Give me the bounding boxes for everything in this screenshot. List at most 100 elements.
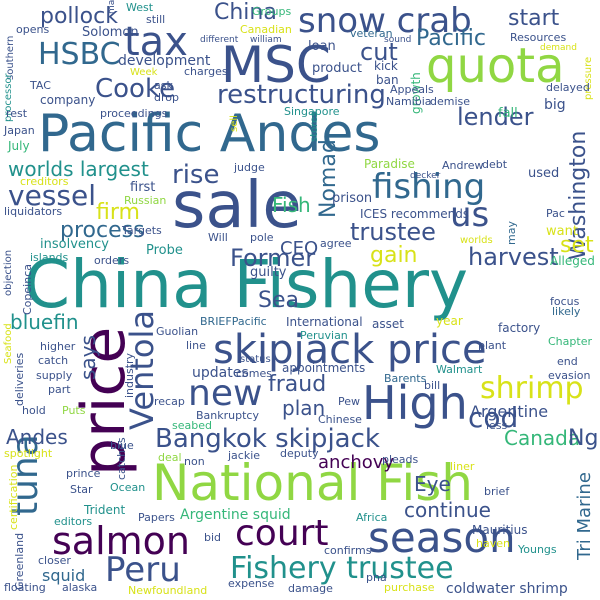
word-chinese: Chinese <box>318 413 362 426</box>
word-probe: Probe <box>146 243 183 258</box>
word-big: big <box>544 97 566 113</box>
word-drop: drop <box>154 91 179 104</box>
word-us: us <box>450 195 490 235</box>
word-recap: recap <box>154 395 185 408</box>
word-worlds: worlds <box>460 235 493 246</box>
word-agree: agree <box>320 237 352 250</box>
word-peru: Peru <box>105 550 181 590</box>
word-salmon: salmon <box>52 519 190 563</box>
word-orders: orders <box>94 254 130 267</box>
word-stores: stores <box>309 111 320 142</box>
word-trident: Trident <box>84 503 126 517</box>
word-bankruptcy: Bankruptcy <box>196 409 259 422</box>
word-bangkok-skipjack: Bangkok skipjack <box>155 424 380 454</box>
word-appeals: Appeals <box>390 83 434 96</box>
word-fishing: fishing <box>372 167 486 207</box>
word-quota: quota <box>426 38 565 94</box>
word-seabed: seabed <box>172 419 212 432</box>
word-sound: sound <box>384 35 412 45</box>
word-plant: plant <box>478 339 507 352</box>
word-sale: sale <box>172 169 302 243</box>
word-demise: demise <box>430 95 471 108</box>
word-product: product <box>312 61 363 76</box>
word-ng: Ng <box>568 426 599 451</box>
word-may: may <box>505 221 518 245</box>
word-decker: decker <box>410 171 441 181</box>
word-sell: sell <box>229 115 240 132</box>
word-objection: objection <box>3 249 14 296</box>
word-new: new <box>188 373 263 414</box>
word-week: Week <box>130 67 158 78</box>
word-confirms: confirms <box>324 544 372 557</box>
word-deputy: deputy <box>280 447 319 460</box>
word-namibia: Namibia <box>386 95 432 108</box>
word-veteran: veteran <box>350 27 393 40</box>
word-debt: debt <box>482 158 508 171</box>
word-targets: Targets <box>122 224 162 237</box>
word-spotlight: spotlight <box>4 447 53 460</box>
word-status: status <box>240 354 271 365</box>
word-deal: deal <box>158 451 182 464</box>
word-andrew: Andrew <box>442 159 484 172</box>
word-supply: supply <box>36 369 73 382</box>
word-ma: ma <box>107 0 117 14</box>
word-liner: liner <box>450 460 475 473</box>
word-opens: opens <box>16 23 50 36</box>
word-line: line <box>186 339 206 352</box>
word-west: West <box>126 1 154 14</box>
word-charges: charges <box>184 65 228 78</box>
word-catch: catch <box>38 354 69 367</box>
word-creditors: creditors <box>20 175 69 188</box>
word-proceedings: proceedings <box>100 107 168 120</box>
word-pole: pole <box>250 231 274 244</box>
word-squid: squid <box>42 566 86 585</box>
word-comes: comes <box>236 367 272 380</box>
word-msc: MSC <box>221 36 331 94</box>
word-pac: Pac <box>546 207 565 220</box>
word-argentine-squid: Argentine squid <box>180 507 291 523</box>
word-pleads: pleads <box>382 453 419 466</box>
word-papers: Papers <box>138 511 175 524</box>
word-tri-marine: Tri Marine <box>574 472 595 560</box>
word-peruvian: Peruvian <box>300 329 348 342</box>
word-development: development <box>118 53 211 69</box>
word-japan: Japan <box>4 124 35 137</box>
word-barents: Barents <box>384 372 427 385</box>
word-chapter: Chapter <box>548 335 592 348</box>
word-fishery-trustee: Fishery trustee <box>230 551 454 586</box>
word-says: says <box>76 335 100 380</box>
word-first: first <box>130 180 156 195</box>
word-ban: ban <box>376 73 399 87</box>
word-ask: ask <box>154 79 173 92</box>
word-worlds-largest: worlds largest <box>8 157 149 181</box>
word-briefpacific: BRIEFPacific <box>200 315 267 328</box>
word-newfoundland: Newfoundland <box>128 584 208 597</box>
word-china-fishery: China Fishery <box>24 246 469 323</box>
word-judge: judge <box>234 161 265 174</box>
word-closer: closer <box>38 554 71 567</box>
word-jackie: jackie <box>228 449 261 462</box>
word-andes: Andes <box>6 425 68 449</box>
word-resources: Resources <box>510 31 567 44</box>
word-ocean: Ocean <box>110 481 146 494</box>
word-cut: cut <box>360 38 398 66</box>
word-prison: prison <box>332 191 373 206</box>
word-delayed: delayed <box>546 81 590 94</box>
word-kick: kick <box>374 59 398 73</box>
word-different: different <box>200 35 239 45</box>
word-star: Star <box>70 483 93 496</box>
word-pew: Pew <box>338 395 361 408</box>
word-end: end <box>557 355 578 368</box>
word-ices-recommends: ICES recommends <box>360 207 470 221</box>
word-tac: TAC <box>30 79 51 92</box>
word-insolvency: insolvency <box>40 237 109 252</box>
word-haven: haven <box>476 537 510 550</box>
word-deliveries: deliveries <box>13 352 26 406</box>
word-rise: rise <box>172 160 220 190</box>
word-snow-crab: snow crab <box>298 1 472 41</box>
word-fish: Fish <box>272 193 311 217</box>
word-restructuring: restructuring <box>217 80 386 110</box>
word-bid: bid <box>204 531 222 544</box>
word-blue: blue <box>110 439 134 452</box>
word-copeinca: Copeinca <box>21 264 34 315</box>
